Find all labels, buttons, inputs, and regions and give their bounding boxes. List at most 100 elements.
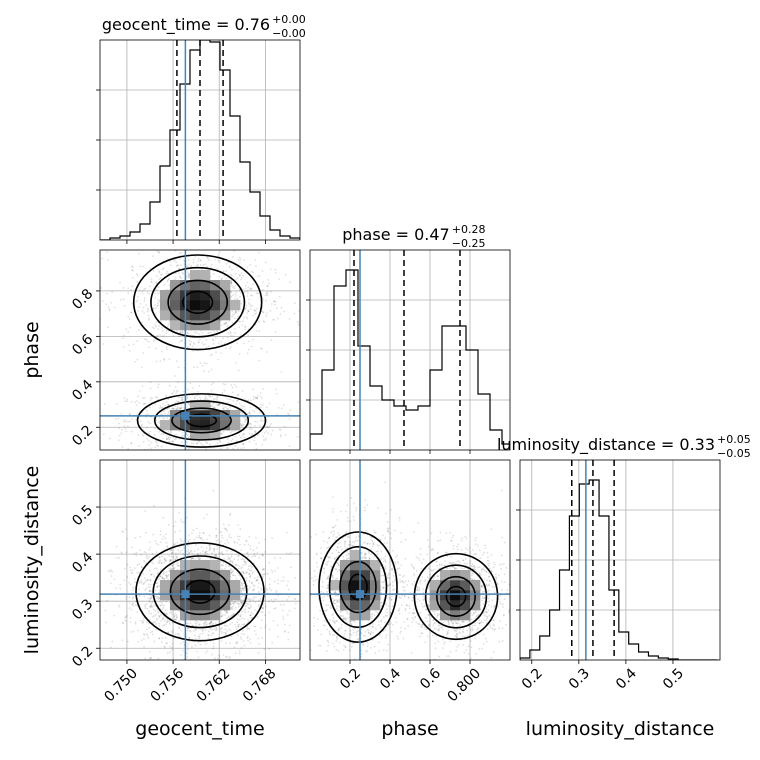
sample-point: [245, 307, 247, 309]
sample-point: [240, 277, 243, 279]
sample-point: [197, 333, 200, 335]
sample-point: [190, 265, 192, 267]
sample-point: [224, 528, 227, 530]
sample-point: [166, 348, 168, 351]
sample-point: [214, 665, 216, 667]
sample-point: [225, 262, 228, 265]
sample-point: [255, 329, 258, 332]
sample-point: [182, 545, 185, 547]
density-cell: [200, 590, 211, 601]
sample-point: [255, 633, 257, 636]
sample-point: [175, 633, 177, 636]
sample-point: [127, 292, 130, 294]
sample-point: [294, 607, 296, 610]
sample-point: [165, 600, 168, 603]
sample-point: [245, 604, 248, 607]
sample-point: [233, 317, 236, 320]
sample-point: [142, 619, 145, 622]
sample-point: [167, 398, 170, 401]
sample-point: [161, 413, 164, 416]
sample-point: [262, 435, 265, 438]
sample-point: [234, 574, 236, 577]
sample-point: [142, 397, 144, 400]
density-cell: [210, 320, 221, 331]
sample-point: [170, 611, 173, 614]
sample-point: [192, 529, 195, 532]
sample-point: [148, 318, 151, 321]
sample-point: [239, 578, 242, 581]
sample-point: [240, 278, 242, 281]
sample-point: [245, 562, 248, 565]
sample-point: [262, 387, 265, 390]
sample-point: [186, 645, 189, 648]
sample-point: [125, 430, 128, 433]
sample-point: [153, 338, 156, 341]
sample-point: [232, 601, 234, 604]
sample-point: [241, 407, 243, 410]
sample-point: [188, 263, 190, 266]
sample-point: [178, 267, 181, 270]
sample-point: [244, 291, 247, 293]
sample-point: [131, 603, 134, 606]
sample-point: [253, 577, 256, 580]
sample-point: [140, 581, 143, 584]
sample-point: [231, 608, 234, 611]
sample-point: [270, 569, 273, 572]
sample-point: [178, 634, 180, 637]
sample-point: [225, 610, 228, 613]
sample-point: [158, 430, 161, 433]
sample-point: [338, 605, 341, 608]
sample-point: [258, 582, 260, 585]
sample-point: [233, 612, 235, 615]
sample-point: [164, 537, 167, 540]
sample-point: [162, 535, 165, 538]
sample-point: [398, 567, 401, 570]
sample-point: [233, 250, 235, 252]
sample-point: [139, 581, 142, 583]
sample-point: [164, 558, 167, 561]
sample-point: [141, 321, 144, 324]
sample-point: [270, 433, 273, 436]
sample-point: [213, 244, 215, 246]
sample-point: [154, 540, 157, 543]
sample-point: [122, 334, 125, 337]
sample-point: [230, 430, 233, 432]
sample-point: [162, 573, 165, 576]
sample-point: [237, 369, 240, 372]
sample-point: [144, 402, 146, 405]
sample-point: [150, 280, 153, 283]
sample-point: [151, 573, 153, 576]
sample-point: [393, 588, 396, 591]
sample-point: [209, 395, 212, 397]
sample-point: [139, 302, 142, 305]
sample-point: [111, 290, 114, 293]
sample-point: [104, 621, 107, 624]
sample-point: [344, 510, 347, 513]
sample-point: [301, 450, 303, 452]
sample-point: [223, 527, 226, 530]
sample-point: [172, 334, 175, 337]
sample-point: [240, 603, 243, 606]
sample-point: [284, 273, 287, 276]
sample-point: [151, 606, 154, 608]
sample-point: [193, 396, 196, 399]
density-cell: [220, 410, 231, 421]
sample-point: [142, 351, 145, 354]
contour-1-3: [182, 290, 214, 314]
sample-point: [200, 536, 203, 539]
sample-point: [152, 621, 155, 623]
density-cell: [160, 310, 171, 321]
sample-point: [197, 536, 200, 539]
sample-point: [209, 443, 211, 446]
sample-point: [161, 603, 164, 606]
sample-point: [138, 401, 141, 404]
sample-point: [347, 535, 350, 538]
sample-point: [196, 263, 199, 266]
sample-point: [122, 531, 125, 534]
sample-point: [146, 437, 149, 440]
sample-point: [228, 564, 231, 567]
sample-point: [143, 633, 146, 636]
sample-point: [218, 259, 221, 262]
sample-point: [223, 323, 225, 325]
sample-point: [247, 639, 250, 642]
